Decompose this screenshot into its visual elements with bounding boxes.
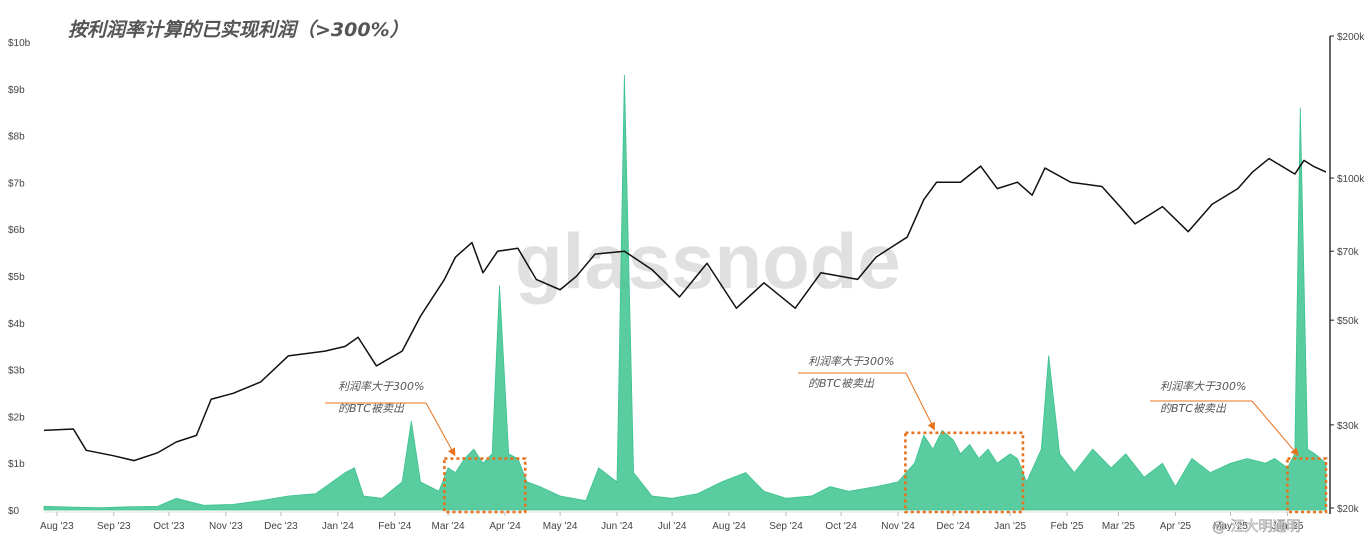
- x-tick-label: Oct '24: [825, 521, 857, 532]
- annotation-arrow: [905, 372, 935, 431]
- x-tick-label: Sep '23: [97, 521, 131, 532]
- annotations: 利润率大于300% 的BTC被卖出 利润率大于300% 的BTC被卖出 利润率大于300…: [325, 355, 1328, 514]
- x-tick-label: Mar '24: [432, 521, 465, 532]
- x-tick-label: Nov '23: [209, 521, 243, 532]
- left-tick-label: $3b: [8, 366, 25, 377]
- credit-text: @ 汪大明通明: [1212, 519, 1300, 535]
- right-tick-label: $30k: [1337, 421, 1360, 432]
- right-axis: $20k $30k $50k $70k $100k $200k: [1329, 32, 1365, 515]
- x-tick-label: Apr '25: [1160, 521, 1192, 532]
- annotation-box: [443, 457, 527, 514]
- annotation-box: [1286, 457, 1328, 514]
- left-tick-label: $4b: [8, 319, 25, 330]
- left-axis: $0 $1b $2b $3b $4b $5b $6b $7b $8b $9b $10b: [8, 38, 31, 517]
- annotation-text-line2: 的BTC被卖出: [808, 377, 875, 390]
- x-tick-label: Jan '24: [322, 521, 354, 532]
- annotation-text-line1: 利润率大于300%: [1160, 380, 1246, 393]
- x-tick-label: Aug '24: [712, 521, 746, 532]
- left-tick-label: $6b: [8, 225, 25, 236]
- left-tick-label: $2b: [8, 412, 25, 423]
- realized-profit-area: [43, 74, 1327, 511]
- x-tick-label: Oct '23: [153, 521, 185, 532]
- annotation-arrow: [1251, 400, 1299, 457]
- annotation-text-line2: 的BTC被卖出: [338, 402, 405, 415]
- left-tick-label: $5b: [8, 272, 25, 283]
- x-tick-label: Nov '24: [881, 521, 915, 532]
- annotation-text-line1: 利润率大于300%: [338, 380, 424, 393]
- annotation-text-line1: 利润率大于300%: [808, 355, 894, 368]
- x-tick-label: Jul '24: [658, 521, 687, 532]
- left-tick-label: $8b: [8, 132, 25, 143]
- x-tick-label: Aug '23: [40, 521, 74, 532]
- left-tick-label: $10b: [8, 38, 31, 49]
- x-tick-label: Feb '25: [1051, 521, 1084, 532]
- x-tick-label: May '24: [543, 521, 578, 532]
- left-tick-label: $0: [8, 506, 20, 517]
- chart-title: 按利润率计算的已实现利润（>300%）: [68, 19, 409, 41]
- left-tick-label: $7b: [8, 178, 25, 189]
- right-tick-label: $50k: [1337, 316, 1360, 327]
- x-tick-label: May '25: [1213, 521, 1248, 532]
- x-tick-label: Jan '25: [994, 521, 1026, 532]
- btc-price-line: [43, 157, 1327, 462]
- annotation-box: [904, 431, 1025, 514]
- left-tick-label: $9b: [8, 85, 25, 96]
- x-tick-label: Apr '24: [489, 521, 521, 532]
- right-tick-label: $200k: [1337, 32, 1365, 43]
- right-tick-label: $20k: [1337, 504, 1360, 515]
- x-tick-label: Jun '24: [601, 521, 633, 532]
- x-tick-label: Jun '25: [1271, 521, 1303, 532]
- annotation-text-line2: 的BTC被卖出: [1160, 402, 1227, 415]
- x-tick-label: Dec '24: [936, 521, 970, 532]
- x-tick-label: Sep '24: [769, 521, 803, 532]
- right-tick-label: $100k: [1337, 174, 1365, 185]
- x-tick-label: Feb '24: [378, 521, 411, 532]
- watermark-text: glassnode: [515, 217, 901, 305]
- annotation-arrow: [425, 402, 456, 457]
- right-tick-label: $70k: [1337, 247, 1360, 258]
- left-tick-label: $1b: [8, 459, 25, 470]
- x-tick-label: Dec '23: [264, 521, 298, 532]
- x-tick-label: Mar '25: [1102, 521, 1135, 532]
- x-axis: Aug '23 Sep '23 Oct '23 Nov '23 Dec '23 Jan '…: [40, 511, 1326, 532]
